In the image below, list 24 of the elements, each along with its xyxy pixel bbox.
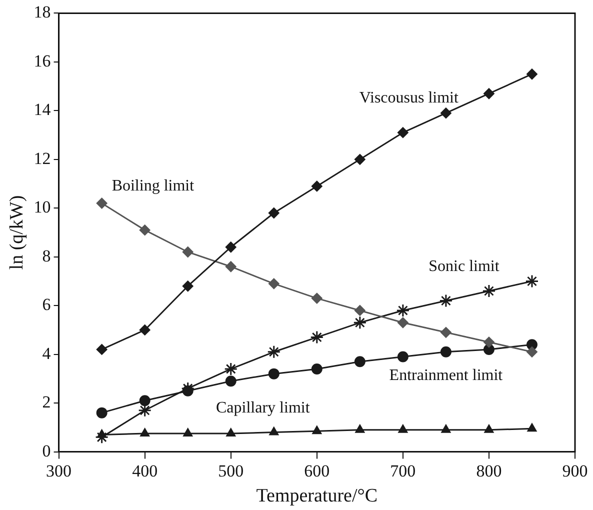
y-tick-label: 16 [34,51,51,70]
y-tick-label: 0 [42,441,51,460]
x-axis-title: Temperature/°C [256,486,378,507]
x-tick-label: 300 [46,461,72,480]
y-tick-label: 4 [42,344,52,363]
x-tick-label: 900 [562,461,588,480]
series-label: Sonic limit [428,258,500,275]
x-tick-label: 500 [218,461,244,480]
x-tick-label: 600 [304,461,330,480]
y-tick-label: 6 [42,295,51,314]
series-label: Viscousus limit [359,90,459,107]
series-label: Capillary limit [216,400,310,417]
y-tick-label: 10 [34,198,51,217]
y-axis-title: ln (q/kW) [6,195,28,270]
y-tick-label: 14 [34,100,52,120]
y-tick-label: 12 [34,148,51,168]
y-tick-label: 8 [42,246,51,266]
x-tick-label: 400 [132,461,158,480]
series-label: Entrainment limit [389,367,504,384]
series-label: Boiling limit [112,177,195,194]
y-tick-label: 18 [34,2,51,22]
x-tick-label: 800 [476,461,502,480]
y-tick-label: 2 [42,392,51,412]
x-tick-label: 700 [390,461,416,480]
